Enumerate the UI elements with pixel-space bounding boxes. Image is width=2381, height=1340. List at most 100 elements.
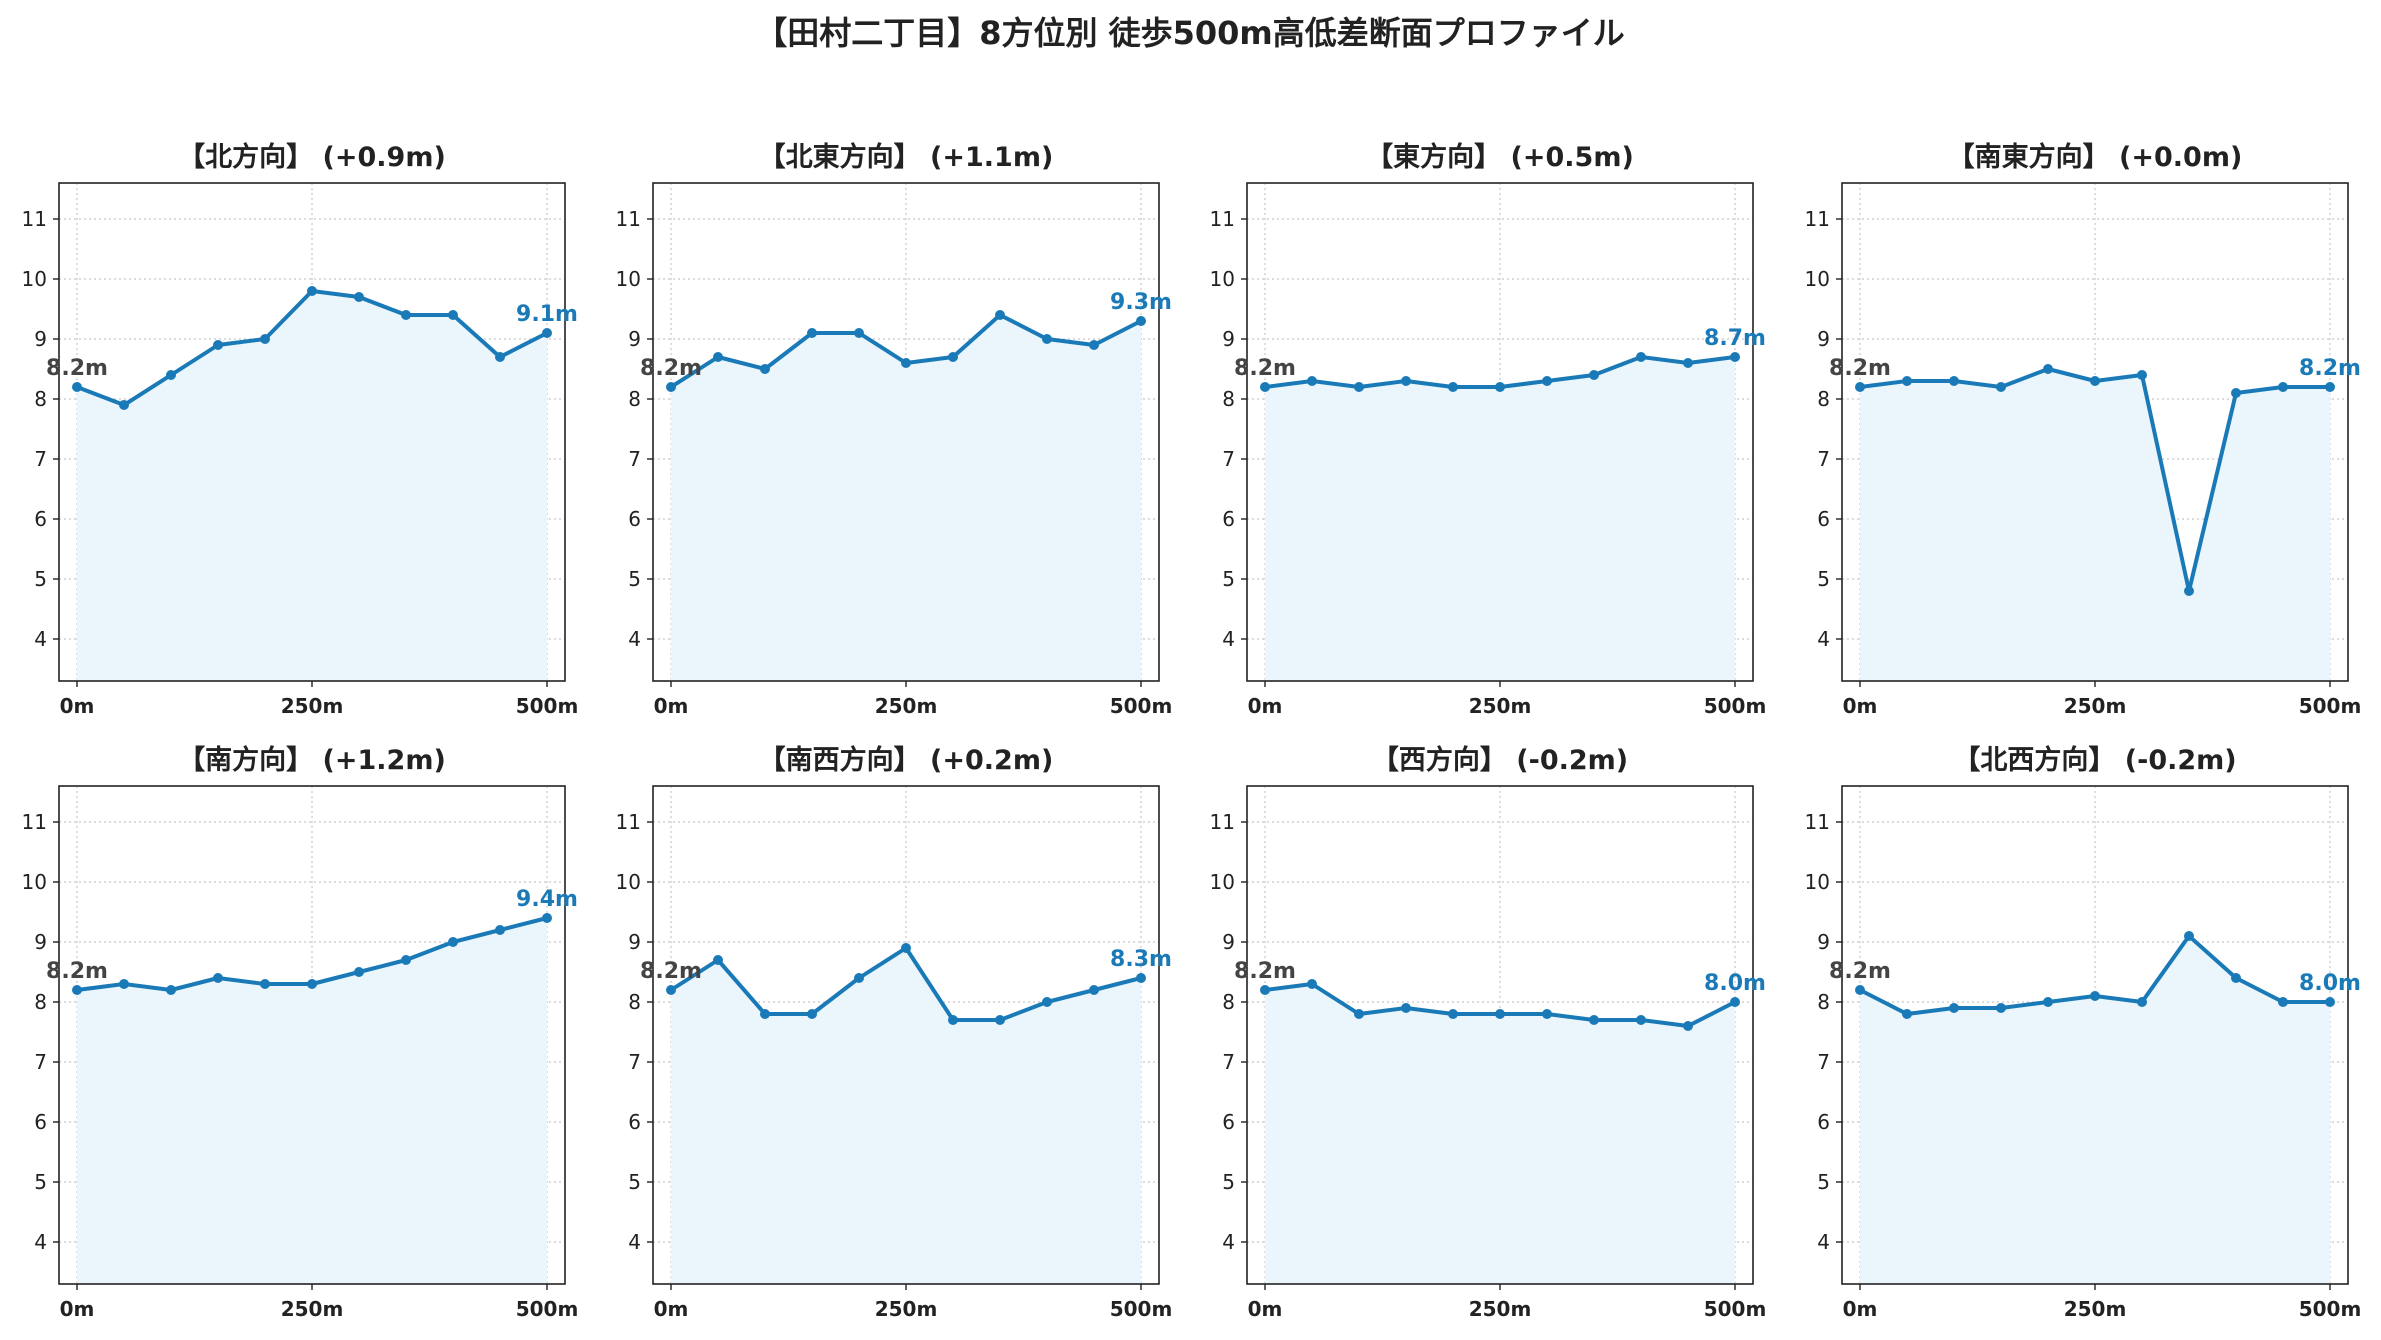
y-tick-label: 8 <box>628 990 641 1014</box>
y-tick-label: 10 <box>1210 870 1235 894</box>
x-tick-label: 500m <box>1110 1297 1173 1321</box>
data-point <box>1636 1015 1646 1025</box>
data-point <box>1307 979 1317 989</box>
data-point <box>995 1015 1005 1025</box>
data-point <box>1542 376 1552 386</box>
y-tick-label: 11 <box>616 810 641 834</box>
y-tick-label: 6 <box>34 1110 47 1134</box>
elevation-area <box>1860 936 2330 1284</box>
end-elevation-label: 9.3m <box>1110 290 1172 315</box>
y-tick-label: 11 <box>22 810 47 834</box>
start-elevation-label: 8.2m <box>1234 959 1296 984</box>
start-elevation-label: 8.2m <box>1829 959 1891 984</box>
y-tick-label: 7 <box>34 1050 47 1074</box>
panel-title: 【北西方向】 (-0.2m) <box>1953 744 2236 776</box>
elevation-area <box>1265 357 1735 681</box>
y-tick-label: 11 <box>1805 207 1830 231</box>
data-point <box>1683 1021 1693 1031</box>
data-point <box>995 310 1005 320</box>
y-tick-label: 9 <box>34 930 47 954</box>
y-tick-label: 6 <box>34 507 47 531</box>
y-tick-label: 9 <box>628 930 641 954</box>
data-point <box>495 352 505 362</box>
data-point <box>2043 997 2053 1007</box>
elevation-area <box>671 948 1141 1284</box>
y-tick-label: 7 <box>628 447 641 471</box>
data-point <box>901 943 911 953</box>
data-point <box>1307 376 1317 386</box>
profile-panel-1: 【北東方向】 (+1.1m) 4 5 6 7 8 9 10 11 0m 250m 500m 8.2m 9.… <box>616 141 1173 718</box>
data-point <box>1260 382 1270 392</box>
profile-panels: 【北方向】 (+0.9m) 4 5 6 7 8 9 10 11 0m 250m 500m 8.2m 9.1… <box>22 141 2362 1321</box>
panel-title: 【南方向】 (+1.2m) <box>178 744 446 776</box>
y-tick-label: 9 <box>628 327 641 351</box>
y-tick-label: 9 <box>1222 930 1235 954</box>
x-tick-label: 0m <box>1843 1297 1878 1321</box>
data-point <box>2278 382 2288 392</box>
data-point <box>166 985 176 995</box>
data-point <box>666 382 676 392</box>
y-tick-label: 11 <box>1210 207 1235 231</box>
data-point <box>854 328 864 338</box>
x-tick-label: 500m <box>1704 694 1767 718</box>
y-tick-label: 4 <box>34 1230 47 1254</box>
elevation-area <box>671 315 1141 681</box>
data-point <box>213 340 223 350</box>
y-tick-label: 8 <box>1222 990 1235 1014</box>
y-tick-label: 8 <box>628 387 641 411</box>
x-tick-label: 500m <box>516 1297 579 1321</box>
x-tick-label: 250m <box>2064 694 2127 718</box>
data-point <box>666 985 676 995</box>
x-tick-label: 500m <box>1704 1297 1767 1321</box>
data-point <box>1448 1009 1458 1019</box>
data-point <box>1902 1009 1912 1019</box>
x-tick-label: 0m <box>1248 1297 1283 1321</box>
data-point <box>854 973 864 983</box>
x-tick-label: 250m <box>875 694 938 718</box>
y-tick-label: 5 <box>628 1170 641 1194</box>
data-point <box>948 352 958 362</box>
data-point <box>1589 1015 1599 1025</box>
data-point <box>1902 376 1912 386</box>
x-tick-label: 250m <box>2064 1297 2127 1321</box>
data-point <box>119 979 129 989</box>
panel-title: 【西方向】 (-0.2m) <box>1372 744 1628 776</box>
data-point <box>2325 382 2335 392</box>
x-tick-label: 250m <box>281 694 344 718</box>
y-tick-label: 11 <box>1805 810 1830 834</box>
data-point <box>260 979 270 989</box>
data-point <box>2231 973 2241 983</box>
end-elevation-label: 9.4m <box>516 887 578 912</box>
y-tick-label: 10 <box>1805 870 1830 894</box>
data-point <box>2278 997 2288 1007</box>
profile-panel-4: 【南方向】 (+1.2m) 4 5 6 7 8 9 10 11 0m 250m 500m 8.2m 9.4… <box>22 744 579 1321</box>
profile-panel-7: 【北西方向】 (-0.2m) 4 5 6 7 8 9 10 11 0m 250m 500m 8.2m 8.… <box>1805 744 2362 1321</box>
data-point <box>448 937 458 947</box>
y-tick-label: 5 <box>34 1170 47 1194</box>
y-tick-label: 7 <box>1222 1050 1235 1074</box>
data-point <box>1089 340 1099 350</box>
x-tick-label: 0m <box>1248 694 1283 718</box>
start-elevation-label: 8.2m <box>640 356 702 381</box>
y-tick-label: 8 <box>34 387 47 411</box>
data-point <box>1683 358 1693 368</box>
y-tick-label: 6 <box>1222 507 1235 531</box>
data-point <box>1136 973 1146 983</box>
start-elevation-label: 8.2m <box>46 356 108 381</box>
y-tick-label: 7 <box>1222 447 1235 471</box>
data-point <box>1996 382 2006 392</box>
y-tick-label: 7 <box>628 1050 641 1074</box>
x-tick-label: 500m <box>2299 694 2362 718</box>
x-tick-label: 0m <box>60 694 95 718</box>
y-tick-label: 6 <box>628 507 641 531</box>
y-tick-label: 8 <box>34 990 47 1014</box>
data-point <box>72 382 82 392</box>
y-tick-label: 8 <box>1817 387 1830 411</box>
y-tick-label: 9 <box>1817 930 1830 954</box>
panel-title: 【南東方向】 (+0.0m) <box>1948 141 2243 173</box>
data-point <box>166 370 176 380</box>
y-tick-label: 4 <box>1817 1230 1830 1254</box>
data-point <box>2090 991 2100 1001</box>
data-point <box>2090 376 2100 386</box>
